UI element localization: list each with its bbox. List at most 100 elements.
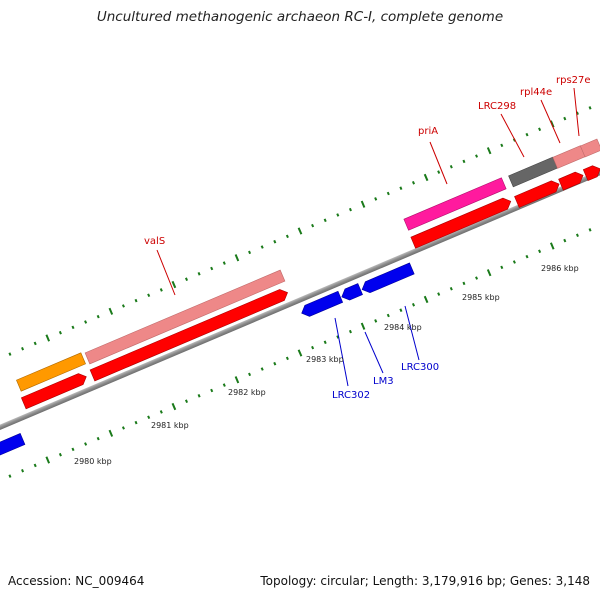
upper-tick	[147, 293, 151, 298]
lower-tick	[134, 420, 138, 425]
cds-arrow-rps27e[interactable]	[558, 170, 586, 191]
genome-title: Uncultured methanogenic archaeon RC-I, c…	[96, 9, 504, 25]
gene-label-LRC300: LRC300	[401, 362, 439, 373]
leader-line-LRC300	[404, 305, 420, 361]
upper-tick	[399, 186, 403, 190]
gene-rpl44e-feature[interactable]	[552, 145, 586, 169]
lower-tick	[45, 456, 51, 464]
lower-tick	[475, 276, 479, 280]
lower-tick	[96, 436, 100, 441]
lower-tick	[273, 361, 277, 366]
lower-tick	[210, 388, 214, 393]
lower-tick	[525, 254, 529, 259]
lower-tick	[222, 383, 226, 387]
upper-tick	[45, 334, 51, 342]
upper-tick	[71, 325, 75, 330]
gene-label-valS: valS	[144, 236, 165, 247]
lower-tick	[33, 463, 37, 468]
lower-tick	[234, 376, 240, 384]
kbp-label-2981: 2981 kbp	[151, 421, 189, 430]
gene-label-priA: priA	[418, 126, 438, 137]
leader-line-LRC302	[334, 317, 349, 387]
lower-tick	[588, 228, 592, 232]
lower-tick	[360, 322, 366, 330]
upper-tick	[360, 200, 366, 208]
cds-arrow-rpl44e[interactable]	[514, 178, 561, 208]
lower-tick	[399, 308, 403, 312]
gene-label-LM3: LM3	[373, 376, 394, 387]
reverse-gene-left-edge[interactable]	[0, 433, 26, 458]
kbp-label-2986: 2986 kbp	[541, 264, 579, 273]
upper-tick	[21, 347, 25, 351]
upper-tick	[8, 352, 12, 356]
lower-tick	[108, 429, 114, 437]
upper-tick	[210, 266, 214, 271]
gene-label-rps27e: rps27e	[556, 75, 591, 86]
upper-tick	[386, 191, 390, 196]
cds-arrow-priA[interactable]	[410, 196, 513, 249]
upper-tick	[549, 120, 555, 128]
upper-tick	[260, 245, 264, 249]
lower-tick	[84, 442, 88, 446]
lower-tick	[171, 402, 177, 411]
lower-tick	[449, 286, 453, 291]
lower-tick	[311, 345, 315, 350]
upper-tick	[411, 181, 416, 185]
upper-tick	[285, 234, 289, 239]
upper-tick	[374, 197, 378, 201]
cds-arrow-edge[interactable]	[582, 163, 600, 182]
upper-tick	[538, 127, 542, 132]
upper-tick	[58, 330, 62, 335]
kbp-label-2980: 2980 kbp	[74, 457, 112, 466]
leader-line-rps27e	[573, 87, 580, 137]
upper-tick	[336, 213, 340, 217]
lower-tick	[260, 367, 264, 371]
leader-line-LRC298	[500, 113, 525, 158]
upper-tick	[575, 111, 579, 115]
genome-backbone	[0, 141, 600, 459]
cds-arrow-valS[interactable]	[89, 287, 290, 382]
accession-text: Accession: NC_009464	[8, 574, 145, 588]
upper-tick	[563, 116, 567, 121]
lower-tick	[411, 303, 416, 307]
reverse-gene-LM3[interactable]	[339, 283, 363, 303]
upper-tick	[348, 207, 352, 212]
upper-tick	[486, 147, 492, 155]
reverse-gene-LRC302[interactable]	[299, 290, 344, 318]
tick-row-upper	[8, 106, 592, 356]
gene-orange-feature[interactable]	[16, 352, 86, 392]
lower-tick	[147, 415, 151, 420]
upper-tick	[475, 154, 479, 158]
upper-tick	[273, 239, 277, 244]
lower-tick	[549, 242, 555, 250]
upper-tick	[437, 170, 441, 174]
upper-tick	[500, 143, 504, 148]
upper-tick	[108, 307, 114, 315]
leader-line-LM3	[364, 331, 384, 374]
lower-tick	[423, 295, 429, 304]
gene-rps27e-feature[interactable]	[579, 138, 600, 158]
upper-tick	[121, 304, 125, 308]
lower-tick	[159, 410, 163, 414]
lower-tick	[323, 340, 327, 345]
cds-arrow-orange[interactable]	[20, 371, 88, 410]
lower-tick	[500, 265, 504, 270]
lower-tick	[575, 233, 579, 237]
lower-tick	[462, 281, 466, 286]
tick-row-lower	[8, 228, 592, 478]
lower-tick	[538, 249, 542, 254]
upper-tick	[96, 314, 100, 319]
lower-tick	[512, 260, 516, 264]
upper-tick	[248, 250, 252, 255]
leader-line-priA	[429, 141, 448, 185]
upper-tick	[159, 288, 163, 292]
genome-summary-text: Topology: circular; Length: 3,179,916 bp…	[260, 574, 590, 588]
upper-tick	[423, 173, 429, 182]
gene-priA-feature[interactable]	[403, 177, 507, 231]
upper-tick	[234, 254, 240, 262]
gene-valS-feature[interactable]	[84, 269, 286, 365]
lower-tick	[285, 356, 289, 361]
upper-tick	[525, 132, 529, 137]
lower-tick	[336, 335, 340, 339]
reverse-gene-LRC300[interactable]	[360, 262, 415, 295]
